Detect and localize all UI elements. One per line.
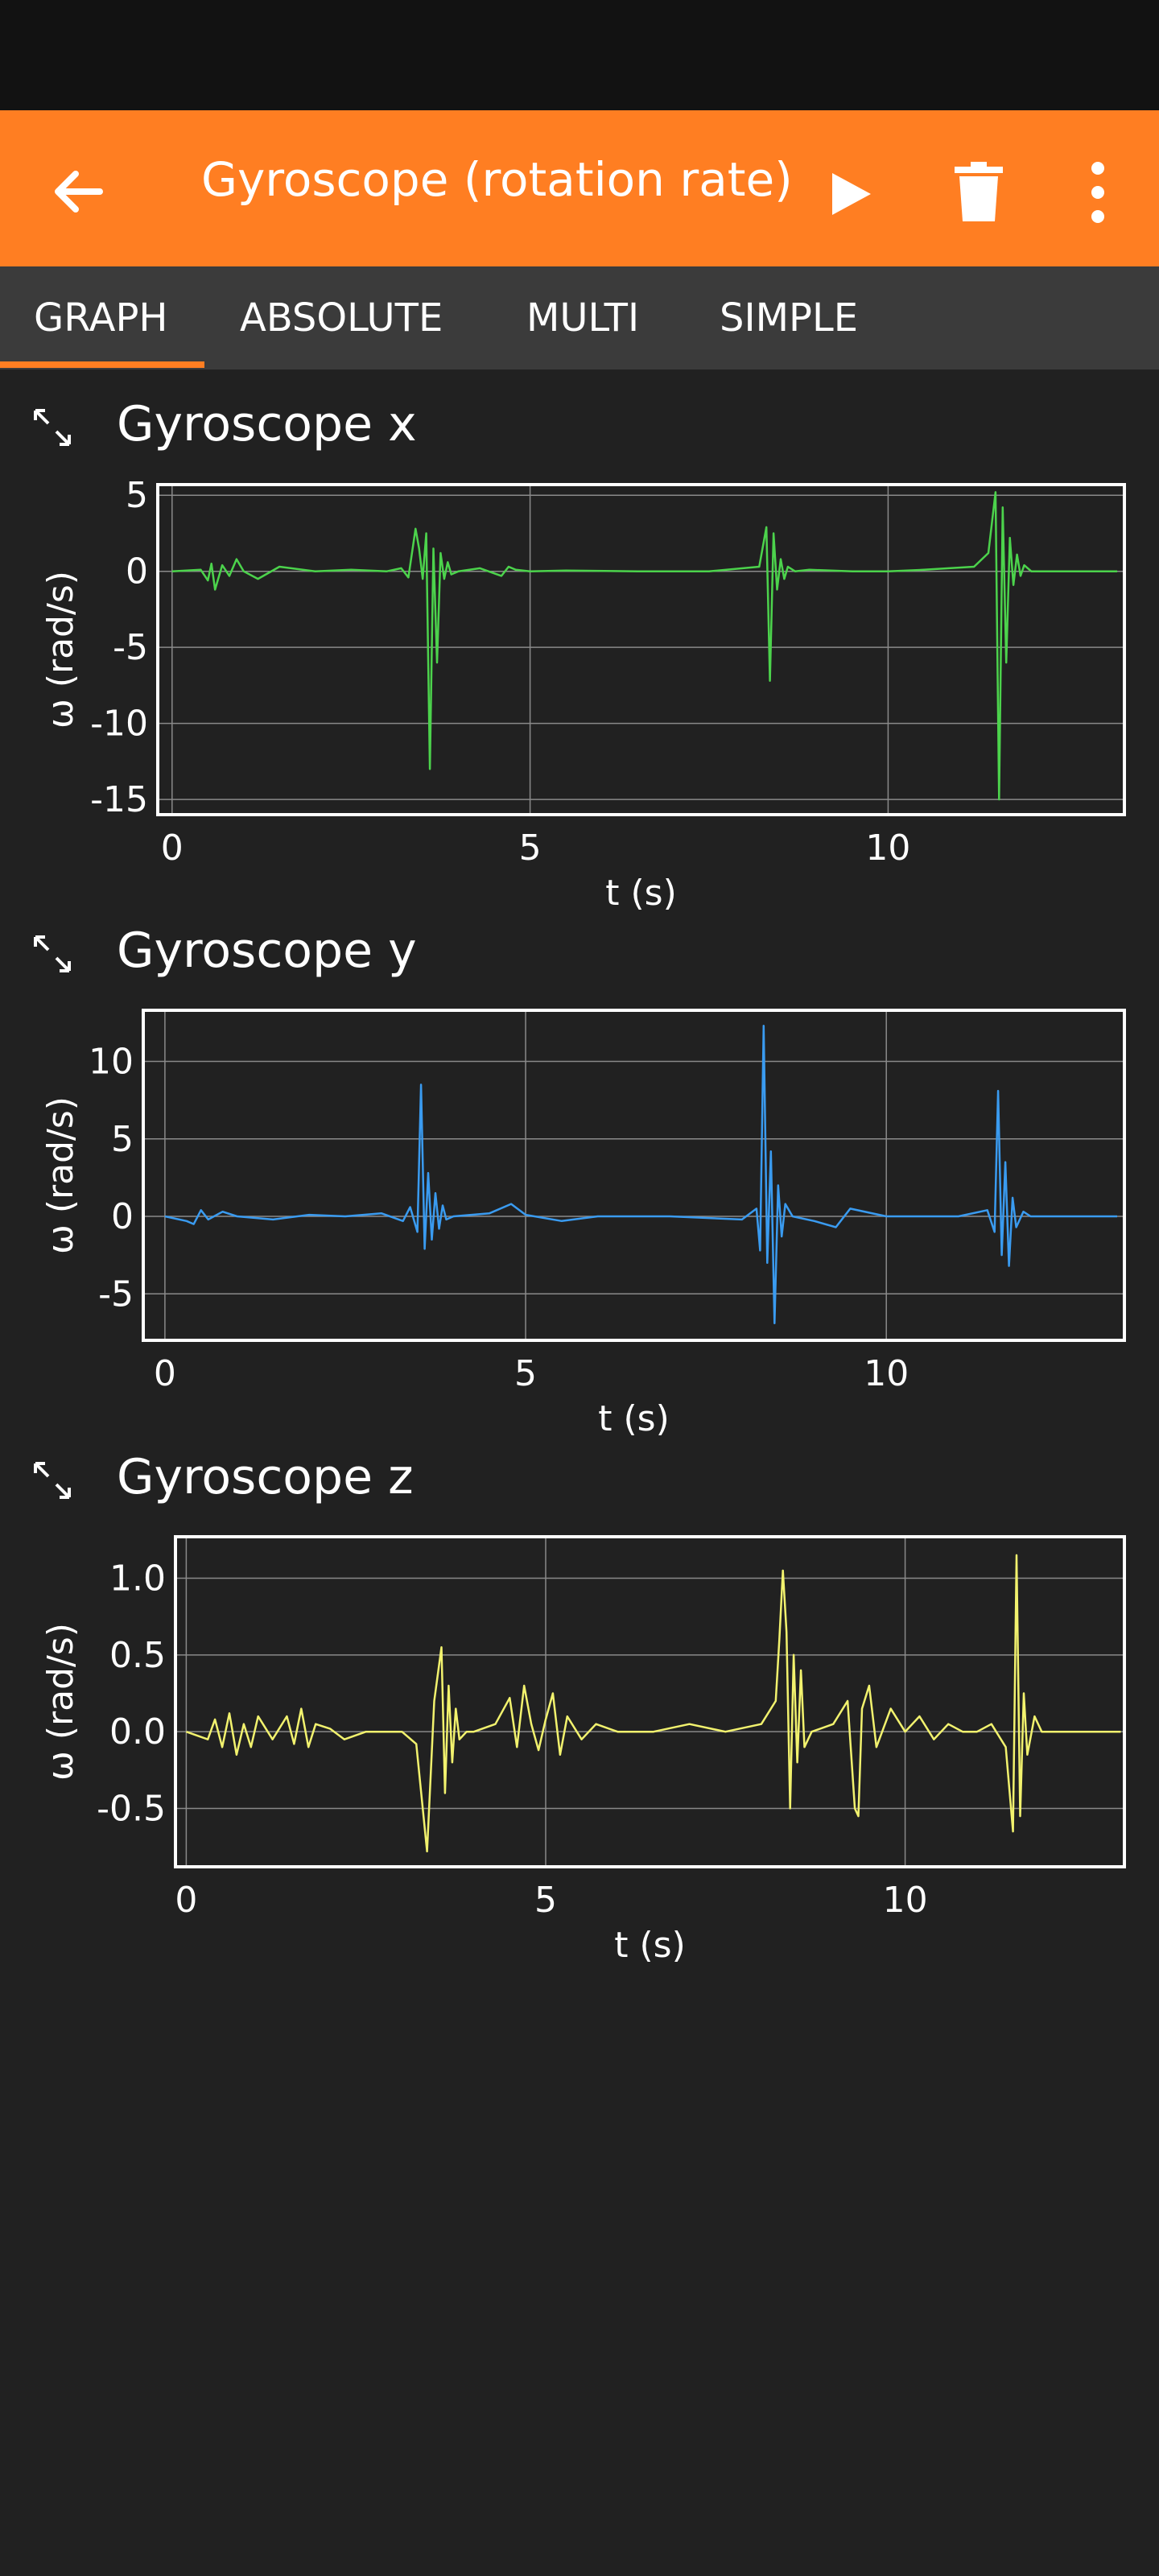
y-tick-label: -10 bbox=[90, 704, 148, 745]
tab-multi[interactable]: MULTI bbox=[526, 295, 640, 341]
y-tick-label: 1.0 bbox=[109, 1558, 166, 1599]
plot-frame bbox=[174, 1535, 1126, 1868]
tab-graph[interactable]: GRAPH bbox=[34, 295, 168, 341]
y-tick-label: 5 bbox=[126, 475, 148, 516]
x-axis-label: t (s) bbox=[598, 1398, 670, 1439]
graph-title: Gyroscope y bbox=[117, 923, 417, 979]
y-axis-label: ω (rad/s) bbox=[40, 1096, 81, 1254]
y-tick-label: -5 bbox=[113, 627, 148, 668]
expand-icon[interactable] bbox=[31, 1459, 74, 1502]
gyroscope-y-chart: 10 5 0 -5 0 5 10 t (s) ω (rad/s) bbox=[40, 1009, 1126, 1439]
gyroscope-z-chart: 1.0 0.5 0.0 -0.5 0 5 10 t (s) ω (rad/s) bbox=[40, 1535, 1126, 1966]
y-tick-label: -15 bbox=[90, 779, 148, 820]
series-line bbox=[171, 491, 1118, 801]
plot-frame bbox=[142, 1009, 1126, 1342]
series-line bbox=[185, 1554, 1121, 1853]
selected-tab-indicator bbox=[0, 361, 204, 368]
y-tick-label: -0.5 bbox=[97, 1789, 166, 1830]
trash-icon[interactable] bbox=[950, 160, 1008, 225]
y-tick-label: 0.5 bbox=[109, 1635, 166, 1676]
graph-title: Gyroscope x bbox=[117, 396, 417, 452]
y-axis-label: ω (rad/s) bbox=[40, 571, 81, 729]
y-axis-label: ω (rad/s) bbox=[40, 1623, 81, 1781]
y-tick-label: 0.0 bbox=[109, 1711, 166, 1752]
x-tick-label: 10 bbox=[883, 1880, 928, 1921]
tab-simple[interactable]: SIMPLE bbox=[720, 295, 859, 341]
x-tick-label: 10 bbox=[864, 1353, 909, 1394]
plot-frame bbox=[156, 483, 1126, 816]
tab-absolute[interactable]: ABSOLUTE bbox=[240, 295, 443, 341]
status-bar bbox=[0, 0, 1159, 110]
x-tick-label: 0 bbox=[175, 1880, 197, 1921]
y-tick-label: 10 bbox=[89, 1042, 134, 1083]
app-bar: Gyroscope (rotation rate) bbox=[0, 110, 1159, 266]
x-tick-label: 0 bbox=[161, 828, 184, 869]
graph-title: Gyroscope z bbox=[117, 1449, 414, 1505]
graph-header-y: Gyroscope y bbox=[0, 918, 1159, 990]
app-title: Gyroscope (rotation rate) bbox=[201, 152, 793, 207]
x-axis-label: t (s) bbox=[614, 1925, 686, 1966]
back-arrow-icon[interactable] bbox=[47, 159, 111, 224]
y-tick-label: 0 bbox=[126, 551, 148, 592]
y-tick-label: 5 bbox=[111, 1119, 134, 1160]
x-axis-label: t (s) bbox=[605, 873, 677, 914]
expand-icon[interactable] bbox=[31, 932, 74, 976]
x-tick-label: 0 bbox=[154, 1353, 176, 1394]
graph-header-z: Gyroscope z bbox=[0, 1444, 1159, 1517]
x-tick-label: 10 bbox=[865, 828, 910, 869]
gyroscope-x-chart: 5 0 -5 -10 -15 0 5 10 t (s) ω (rad/s) bbox=[40, 475, 1126, 914]
graph-header-x: Gyroscope x bbox=[0, 391, 1159, 464]
y-tick-label: 0 bbox=[111, 1196, 134, 1237]
series-line bbox=[164, 1024, 1117, 1325]
x-tick-label: 5 bbox=[514, 1353, 537, 1394]
more-vert-icon[interactable] bbox=[1075, 160, 1120, 225]
play-icon[interactable] bbox=[821, 165, 879, 223]
tab-bar: GRAPH ABSOLUTE MULTI SIMPLE bbox=[0, 266, 1159, 369]
x-tick-label: 5 bbox=[519, 828, 542, 869]
x-tick-label: 5 bbox=[534, 1880, 557, 1921]
expand-icon[interactable] bbox=[31, 406, 74, 449]
y-tick-label: -5 bbox=[98, 1274, 134, 1315]
